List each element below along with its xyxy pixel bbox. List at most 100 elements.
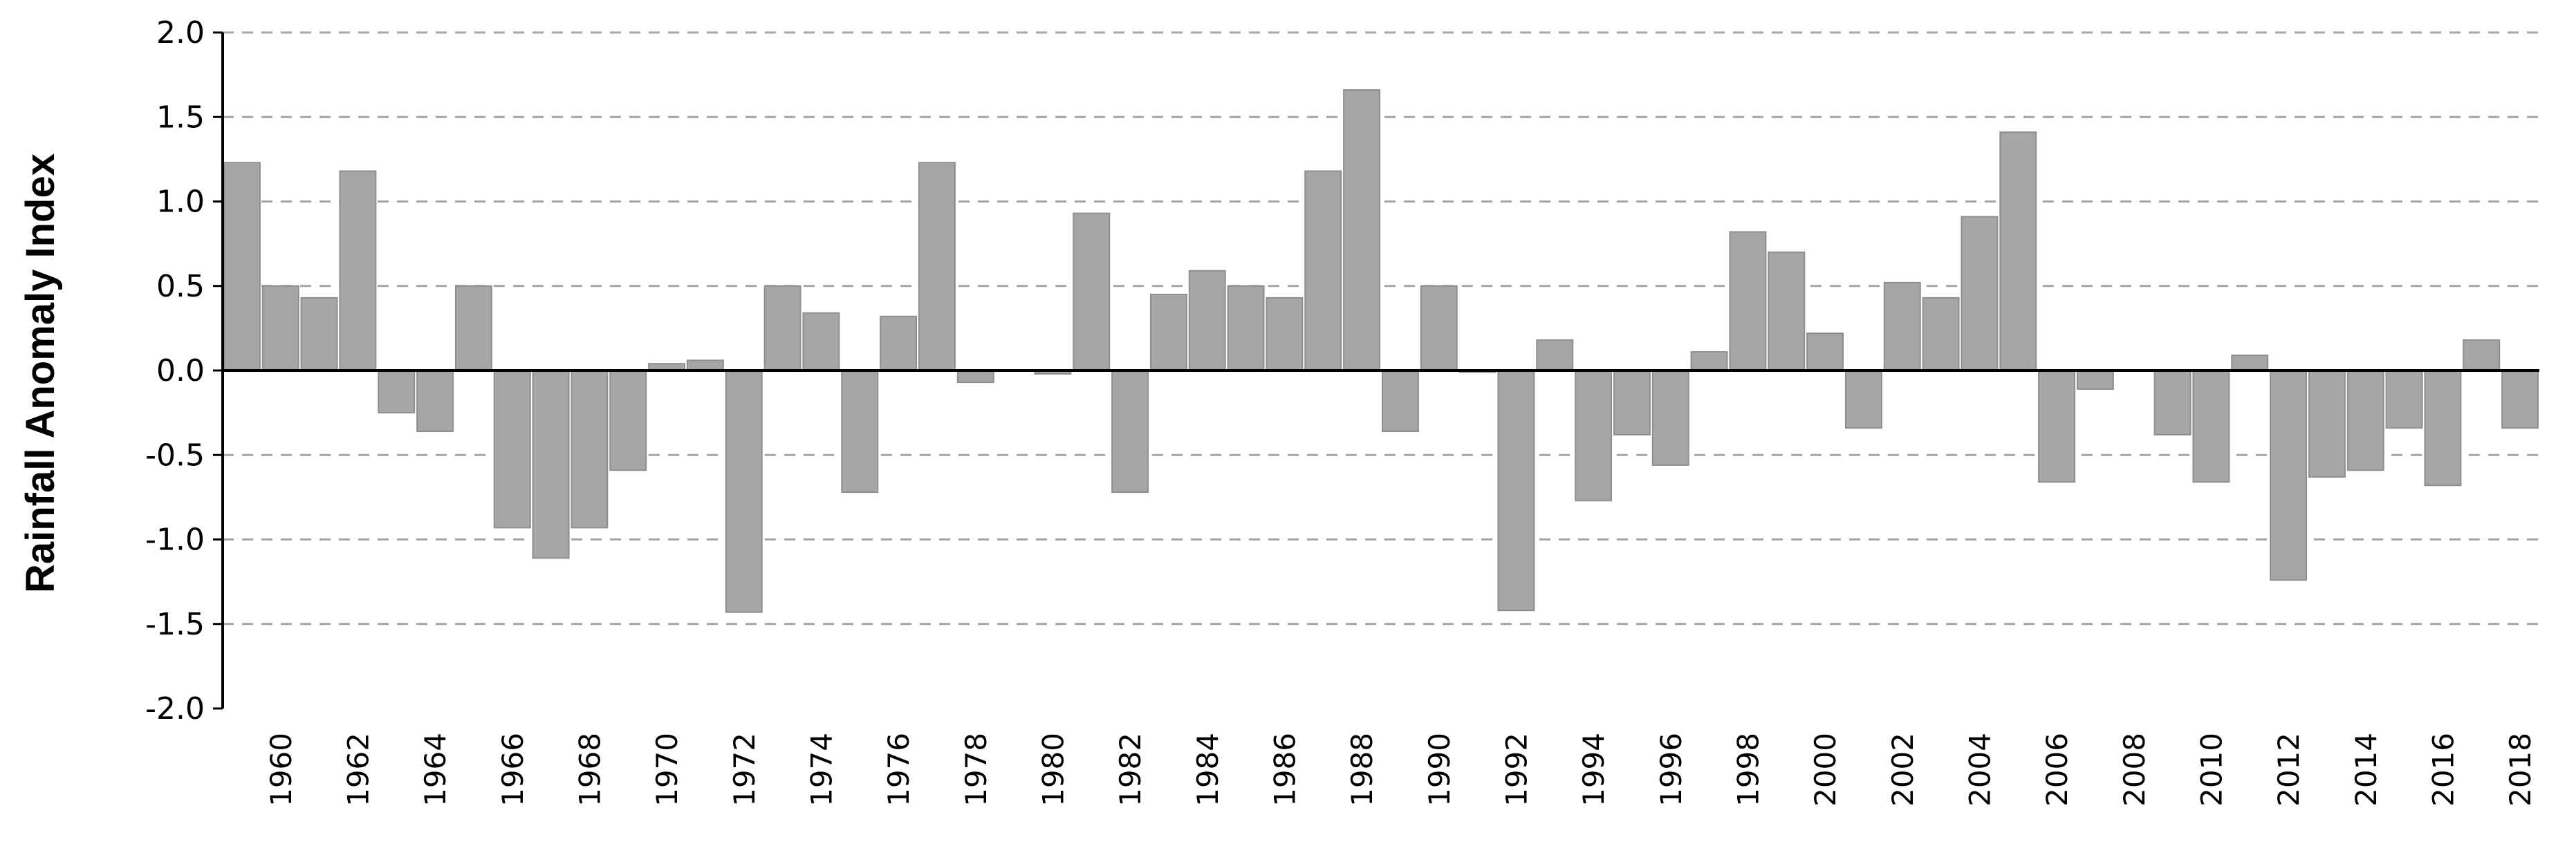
x-tick-label: 1998 [1731,733,1765,807]
bar-1984 [1188,270,1226,371]
bar-1993 [1536,339,1574,371]
y-tick-label: 1.0 [156,185,205,220]
bar-1987 [1304,170,1342,372]
x-tick-label: 1972 [728,733,761,807]
bar-1976 [880,315,918,372]
bar-1961 [300,297,338,371]
bar-1999 [1768,251,1806,371]
x-tick-label: 1968 [573,733,606,807]
bar-2000 [1806,332,1844,371]
bar-1959 [223,162,261,371]
bar-1965 [454,285,492,371]
bar-1974 [802,312,840,371]
y-tick-label: 0.0 [156,353,205,388]
bar-1982 [1111,370,1149,494]
x-tick-label: 2018 [2503,733,2537,807]
bar-2014 [2346,370,2384,471]
bar-2006 [2038,370,2076,483]
x-tick-label: 2016 [2426,733,2460,807]
bar-2016 [2424,370,2462,487]
x-tick-label: 1988 [1345,733,1379,807]
x-tick-label: 2012 [2272,733,2306,807]
bar-2002 [1883,281,1921,371]
bar-1960 [261,285,299,371]
x-tick-label: 2004 [1963,733,1996,807]
bar-1972 [725,370,763,613]
x-tick-label: 2002 [1886,733,1920,807]
bar-1966 [493,370,531,529]
x-tick-label: 1964 [418,733,452,807]
x-tick-label: 1970 [650,733,684,807]
y-tick-labels: 2.0 1.5 1.0 0.5 0.0 -0.5 -1.0 -1.5 -2.0 [145,15,205,726]
x-tick-label: 1960 [264,733,298,807]
bar-1967 [532,370,570,559]
x-tick-label: 1976 [882,733,916,807]
bars [223,89,2539,613]
y-tick-label: 2.0 [156,15,205,50]
bar-2003 [1922,297,1960,371]
x-tick-label: 1974 [804,733,838,807]
x-tick-label: 1982 [1113,733,1147,807]
bar-1995 [1613,370,1651,435]
x-tick-label: 1992 [1499,733,1533,807]
x-tick-label: 2000 [1808,733,1842,807]
bar-1998 [1729,231,1767,372]
bar-1992 [1497,370,1535,612]
x-tick-label: 1962 [341,733,375,807]
bar-1986 [1266,297,1304,371]
y-tick-label: -0.5 [145,438,205,473]
bar-1996 [1651,370,1689,466]
bar-1985 [1227,285,1265,371]
bar-2005 [1999,131,2037,371]
bar-1990 [1420,285,1458,371]
x-tick-label: 2008 [2118,733,2151,807]
bar-2009 [2153,370,2192,435]
bar-1969 [609,370,647,471]
x-tick-label: 2006 [2040,733,2074,807]
bar-2007 [2076,370,2114,390]
bar-1975 [841,370,879,494]
bar-1988 [1343,89,1381,371]
axes [213,31,2539,710]
bar-1963 [378,370,416,414]
x-tick-label: 1986 [1268,733,1301,807]
bar-2010 [2192,370,2230,483]
bar-1978 [956,370,994,384]
bar-1962 [339,170,377,372]
bar-2004 [1961,216,1999,371]
y-axis-label: Rainfall Anomaly Index [18,153,63,593]
y-tick-label: 0.5 [156,269,205,304]
x-tick-label: 1978 [959,733,993,807]
x-tick-label: 1980 [1036,733,1070,807]
bar-1983 [1149,293,1187,372]
bar-2012 [2270,370,2308,581]
bar-1968 [571,370,609,529]
bar-2001 [1844,370,1882,429]
gridlines [223,31,2539,626]
bar-1971 [686,359,724,372]
bar-1997 [1690,351,1728,372]
x-tick-label: 1994 [1577,733,1611,807]
x-tick-label: 1984 [1191,733,1225,807]
bar-2017 [2463,339,2501,371]
y-tick-label: -2.0 [145,691,205,726]
bar-1981 [1073,212,1111,371]
y-tick-label: -1.5 [145,607,205,642]
y-tick-label: 1.5 [156,100,205,135]
bar-1989 [1381,370,1419,433]
bar-2018 [2501,370,2539,429]
x-tick-label: 2014 [2349,733,2383,807]
x-tick-label: 2010 [2194,733,2228,807]
bar-1964 [416,370,454,433]
bar-2011 [2231,354,2269,371]
x-tick-labels: 1960 1962 1964 1966 1968 1970 1972 1974 1976 1978… [264,733,2537,807]
bar-2013 [2308,370,2346,478]
bar-2015 [2385,370,2423,429]
x-tick-label: 1990 [1423,733,1456,807]
x-tick-label: 1966 [496,733,530,807]
y-tick-label: -1.0 [145,523,205,558]
bar-1973 [763,285,801,371]
x-tick-label: 1996 [1654,733,1688,807]
